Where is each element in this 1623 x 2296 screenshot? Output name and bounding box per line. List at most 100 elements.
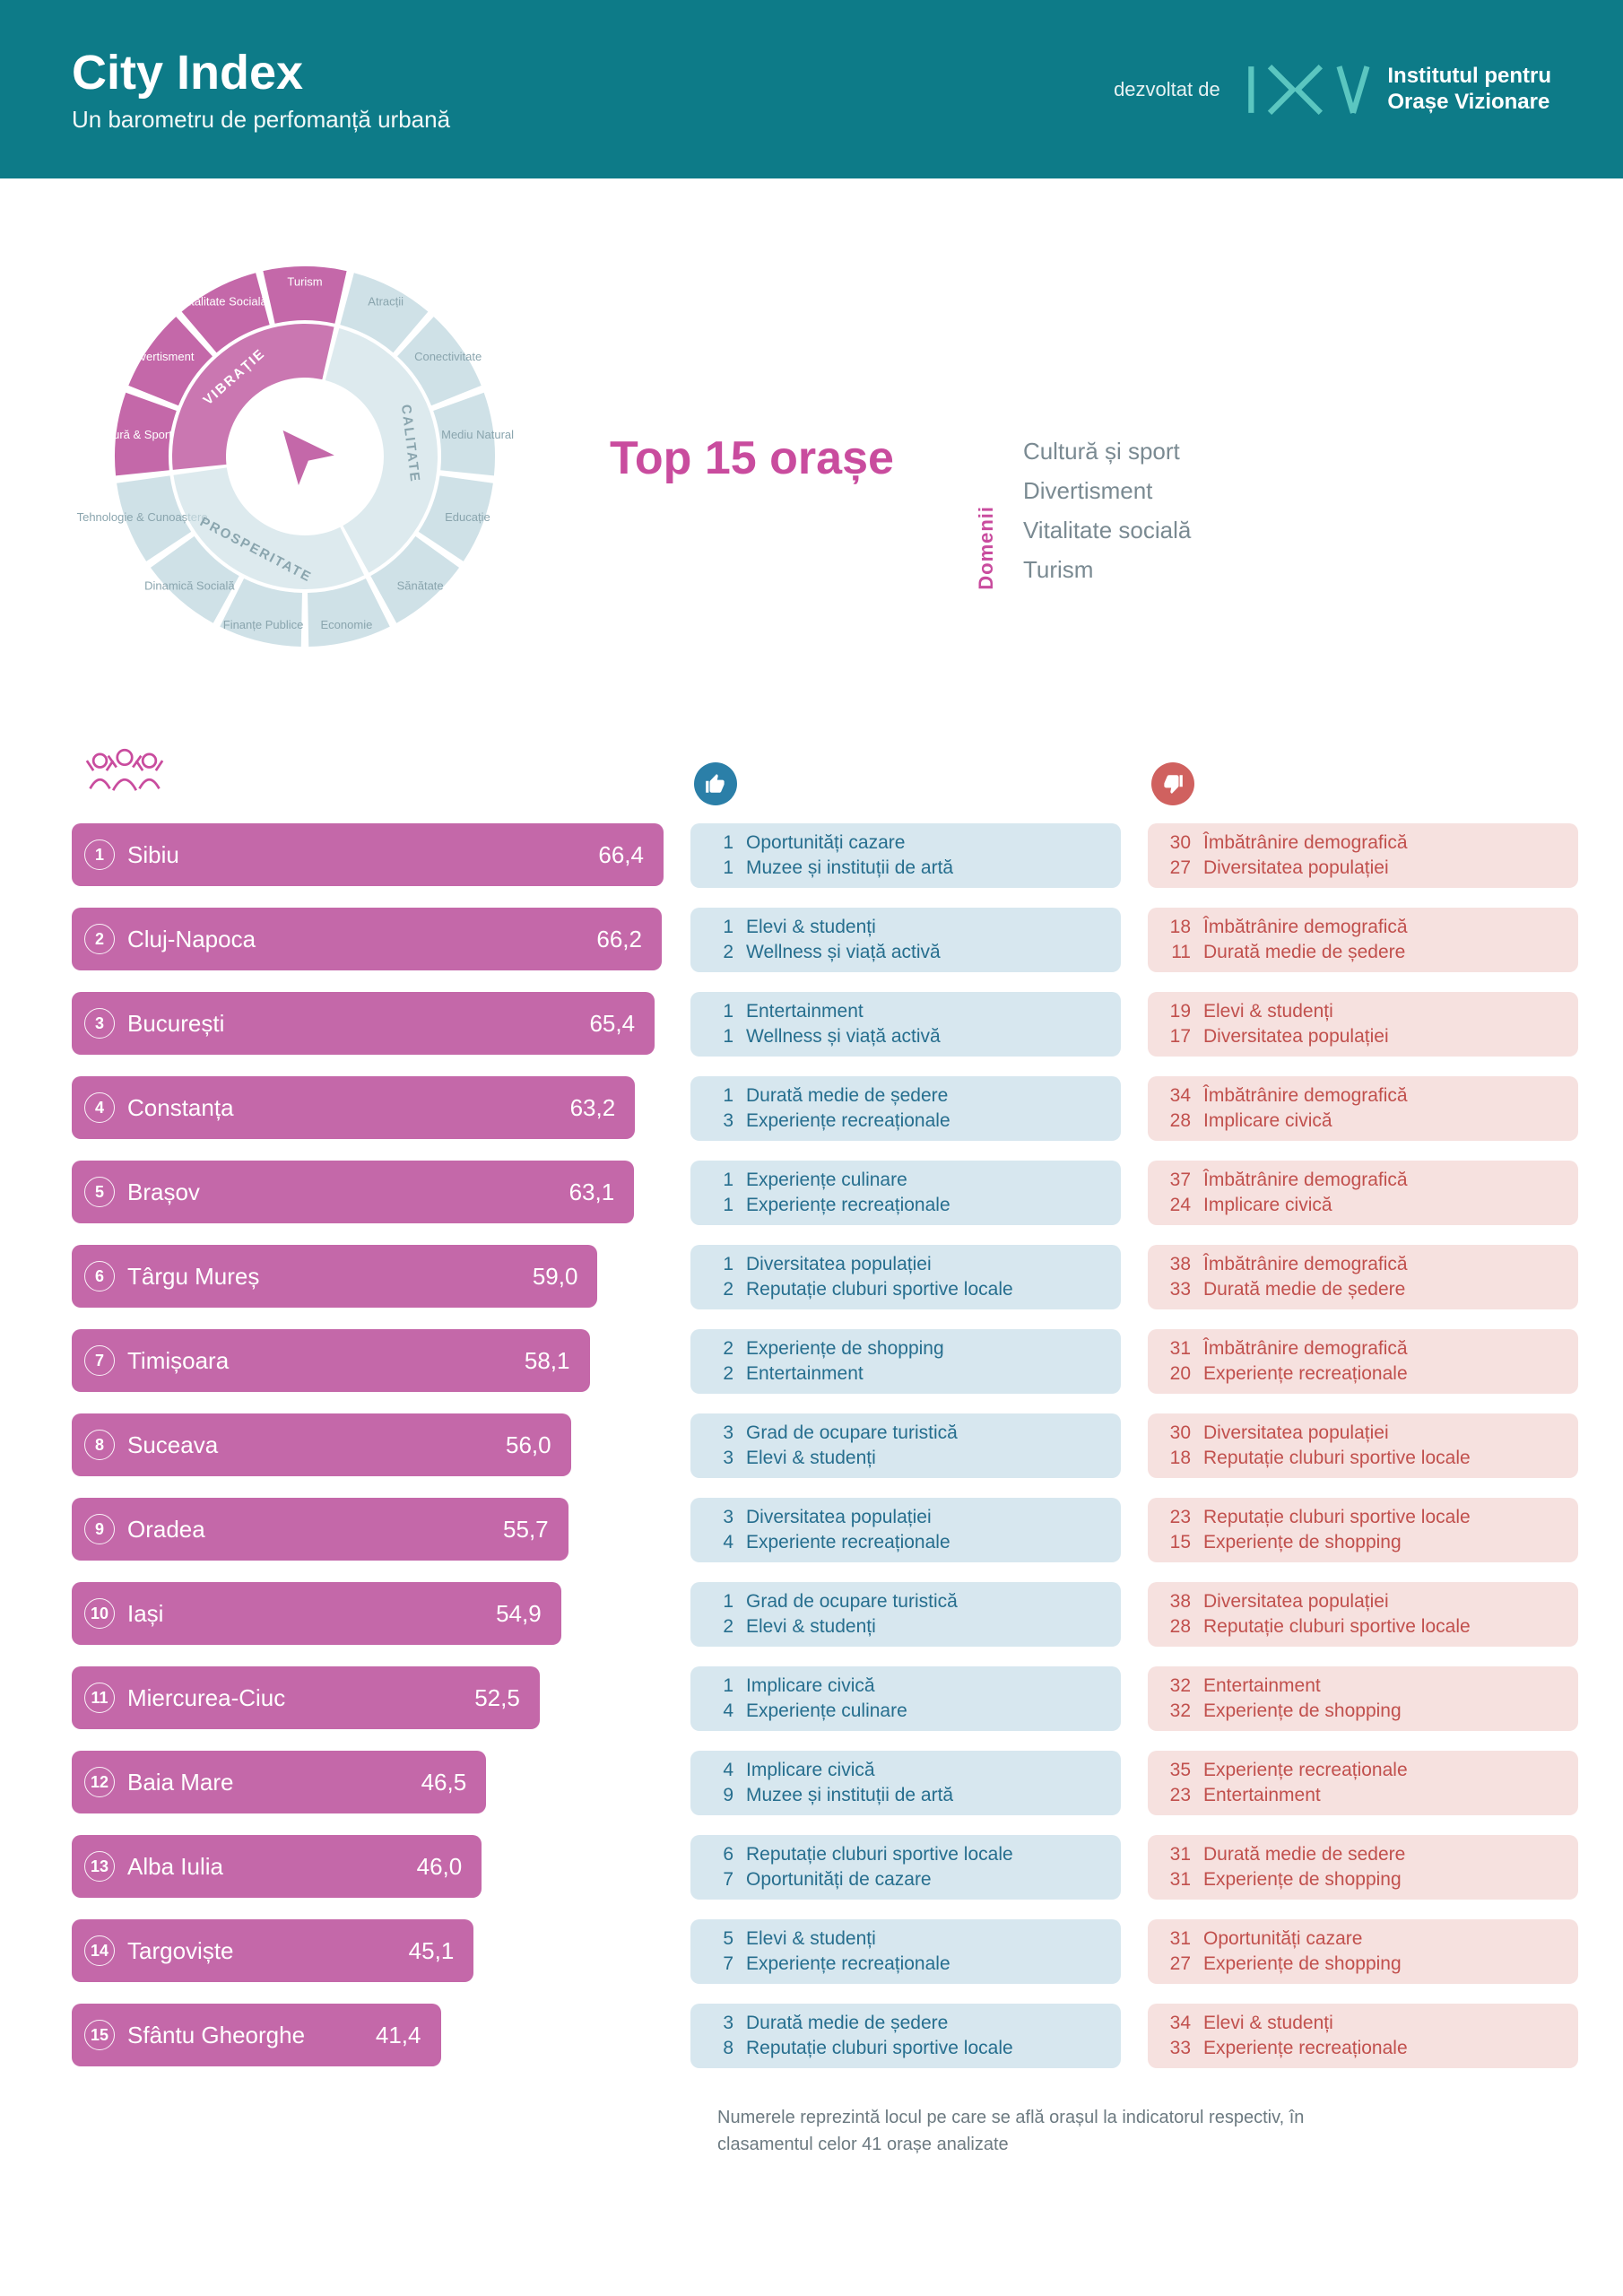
indicator-rank: 20 bbox=[1164, 1363, 1191, 1385]
city-score: 46,5 bbox=[421, 1769, 467, 1796]
indicator-rank: 2 bbox=[707, 942, 733, 963]
indicator-text: Diversitatea populației bbox=[1203, 1026, 1389, 1048]
indicator-text: Durată medie de ședere bbox=[1203, 1279, 1405, 1300]
hero: TurismAtracțiiConectivitateMediu Natural… bbox=[72, 223, 1551, 690]
indicator-line: 31Îmbătrânire demografică bbox=[1164, 1338, 1562, 1360]
indicator-text: Implicare civică bbox=[1203, 1195, 1332, 1216]
negative-tile: 35Experiențe recreaționale23Entertainmen… bbox=[1148, 1751, 1578, 1815]
indicator-text: Muzee și instituții de artă bbox=[746, 1785, 953, 1806]
rank-badge: 1 bbox=[84, 839, 115, 870]
indicator-text: Experiențe recreaționale bbox=[1203, 1760, 1408, 1781]
donut-segment-label: Conectivitate bbox=[414, 350, 482, 363]
city-name: Cluj-Napoca bbox=[127, 926, 596, 953]
indicator-text: Îmbătrânire demografică bbox=[1203, 1338, 1408, 1360]
indicator-line: 1Implicare civică bbox=[707, 1675, 1105, 1697]
score-bar: 11Miercurea-Ciuc52,5 bbox=[72, 1666, 540, 1729]
indicator-line: 34Îmbătrânire demografică bbox=[1164, 1085, 1562, 1107]
indicator-rank: 8 bbox=[707, 2038, 733, 2059]
domain-item: Divertisment bbox=[1023, 471, 1191, 510]
indicator-rank: 38 bbox=[1164, 1591, 1191, 1613]
indicator-text: Wellness și viață activă bbox=[746, 1026, 941, 1048]
bar-cell: 4Constanța63,2 bbox=[72, 1076, 664, 1139]
city-name: Sibiu bbox=[127, 841, 598, 869]
negative-tile: 31Oportunități cazare27Experiențe de sho… bbox=[1148, 1919, 1578, 1984]
indicator-line: 2Wellness și viață activă bbox=[707, 942, 1105, 963]
negative-tile: 19Elevi & studenți17Diversitatea populaț… bbox=[1148, 992, 1578, 1057]
city-row: 10Iași54,91Grad de ocupare turistică2Ele… bbox=[72, 1582, 1551, 1647]
indicator-text: Durată medie de ședere bbox=[1203, 942, 1405, 963]
city-score: 46,0 bbox=[417, 1853, 463, 1881]
city-row: 11Miercurea-Ciuc52,5 1Implicare civică 4Ex… bbox=[72, 1666, 1551, 1731]
indicator-text: Implicare civică bbox=[1203, 1110, 1332, 1132]
domains-list: Cultură și sportDivertismentVitalitate s… bbox=[1023, 431, 1191, 590]
indicator-rank: 24 bbox=[1164, 1195, 1191, 1216]
city-name: Timișoara bbox=[127, 1347, 525, 1375]
positive-tile: 1Elevi & studenți2Wellness și viață acti… bbox=[690, 908, 1121, 972]
indicator-line: 1Experiențe recreaționale bbox=[707, 1195, 1105, 1216]
indicator-rank: 35 bbox=[1164, 1760, 1191, 1781]
indicator-rank: 1 bbox=[707, 1026, 733, 1048]
indicator-line: 1Grad de ocupare turistică bbox=[707, 1591, 1105, 1613]
indicator-line: 15Experiențe de shopping bbox=[1164, 1532, 1562, 1553]
positive-tile: 3Grad de ocupare turistică3Elevi & stude… bbox=[690, 1413, 1121, 1478]
indicator-text: Elevi & studenți bbox=[746, 1616, 876, 1638]
score-bar: 2Cluj-Napoca66,2 bbox=[72, 908, 662, 970]
indicator-text: Durată medie de ședere bbox=[746, 2013, 948, 2034]
indicator-rank: 37 bbox=[1164, 1170, 1191, 1191]
indicator-rank: 1 bbox=[707, 857, 733, 879]
city-row: 12Baia Mare46,54Implicare civică9Muzee ș… bbox=[72, 1751, 1551, 1815]
indicator-text: Elevi & studenți bbox=[746, 917, 876, 938]
indicator-rank: 19 bbox=[1164, 1001, 1191, 1022]
indicator-line: 1Diversitatea populației bbox=[707, 1254, 1105, 1275]
indicator-rank: 7 bbox=[707, 1869, 733, 1891]
indicator-rank: 18 bbox=[1164, 917, 1191, 938]
indicator-text: Diversitatea populației bbox=[1203, 1591, 1389, 1613]
indicator-line: 4Experiențe culinare bbox=[707, 1700, 1105, 1722]
indicator-line: 27Experiențe de shopping bbox=[1164, 1953, 1562, 1975]
indicator-text: Experiențe de shopping bbox=[1203, 1953, 1402, 1975]
city-row: 8Suceava56,03Grad de ocupare turistică3E… bbox=[72, 1413, 1551, 1478]
city-rows: 1Sibiu66,41Oportunități cazare1Muzee și … bbox=[72, 823, 1551, 2068]
city-name: Miercurea-Ciuc bbox=[127, 1684, 474, 1712]
indicator-line: 24 Implicare civică bbox=[1164, 1195, 1562, 1216]
indicator-text: Grad de ocupare turistică bbox=[746, 1422, 958, 1444]
indicator-rank: 30 bbox=[1164, 1422, 1191, 1444]
indicator-rank: 31 bbox=[1164, 1869, 1191, 1891]
people-icon bbox=[75, 744, 667, 805]
city-name: Baia Mare bbox=[127, 1769, 421, 1796]
indicator-line: 8Reputație cluburi sportive locale bbox=[707, 2038, 1105, 2059]
header: City Index Un barometru de perfomanță ur… bbox=[0, 0, 1623, 178]
indicator-text: Experiențe culinare bbox=[746, 1700, 907, 1722]
hero-right: Top 15 orașe Domenii Cultură și sportDiv… bbox=[610, 324, 1551, 590]
city-name: Targoviște bbox=[127, 1937, 409, 1965]
indicator-rank: 1 bbox=[707, 1195, 733, 1216]
indicator-text: Entertainment bbox=[746, 1001, 864, 1022]
indicator-text: Grad de ocupare turistică bbox=[746, 1591, 958, 1613]
indicator-line: 28 Implicare civică bbox=[1164, 1110, 1562, 1132]
org-name: Institutul pentru Orașe Vizionare bbox=[1387, 64, 1551, 116]
bar-cell: 9Oradea55,7 bbox=[72, 1498, 664, 1561]
domain-item: Cultură și sport bbox=[1023, 431, 1191, 471]
indicator-line: 9Muzee și instituții de artă bbox=[707, 1785, 1105, 1806]
footnote: Numerele reprezintă locul pe care se afl… bbox=[72, 2104, 1327, 2158]
negative-tile: 32Entertainment32Experiențe de shopping bbox=[1148, 1666, 1578, 1731]
indicator-rank: 34 bbox=[1164, 2013, 1191, 2034]
positive-tile: 1Entertainment1Wellness și viață activă bbox=[690, 992, 1121, 1057]
page-title: City Index bbox=[72, 45, 450, 100]
indicator-text: Reputație cluburi sportive locale bbox=[1203, 1616, 1471, 1638]
negative-tile: 30Diversitatea populației18Reputație clu… bbox=[1148, 1413, 1578, 1478]
score-bar: 6Târgu Mureș59,0 bbox=[72, 1245, 597, 1308]
indicator-text: Diversitatea populației bbox=[746, 1254, 932, 1275]
indicator-rank: 28 bbox=[1164, 1110, 1191, 1132]
positive-tile: 1Implicare civică 4Experiențe culinare bbox=[690, 1666, 1121, 1731]
org-name-line2: Orașe Vizionare bbox=[1387, 90, 1551, 116]
indicator-rank: 23 bbox=[1164, 1785, 1191, 1806]
indicator-text: Experiențe recreaționale bbox=[1203, 2038, 1408, 2059]
indicator-text: Elevi & studenți bbox=[746, 1448, 876, 1469]
city-name: București bbox=[127, 1010, 589, 1038]
indicator-text: Îmbătrânire demografică bbox=[1203, 1254, 1408, 1275]
indicator-rank: 31 bbox=[1164, 1844, 1191, 1866]
indicator-line: 1Muzee și instituții de artă bbox=[707, 857, 1105, 879]
indicator-line: 32Entertainment bbox=[1164, 1675, 1562, 1697]
indicator-rank: 3 bbox=[707, 2013, 733, 2034]
